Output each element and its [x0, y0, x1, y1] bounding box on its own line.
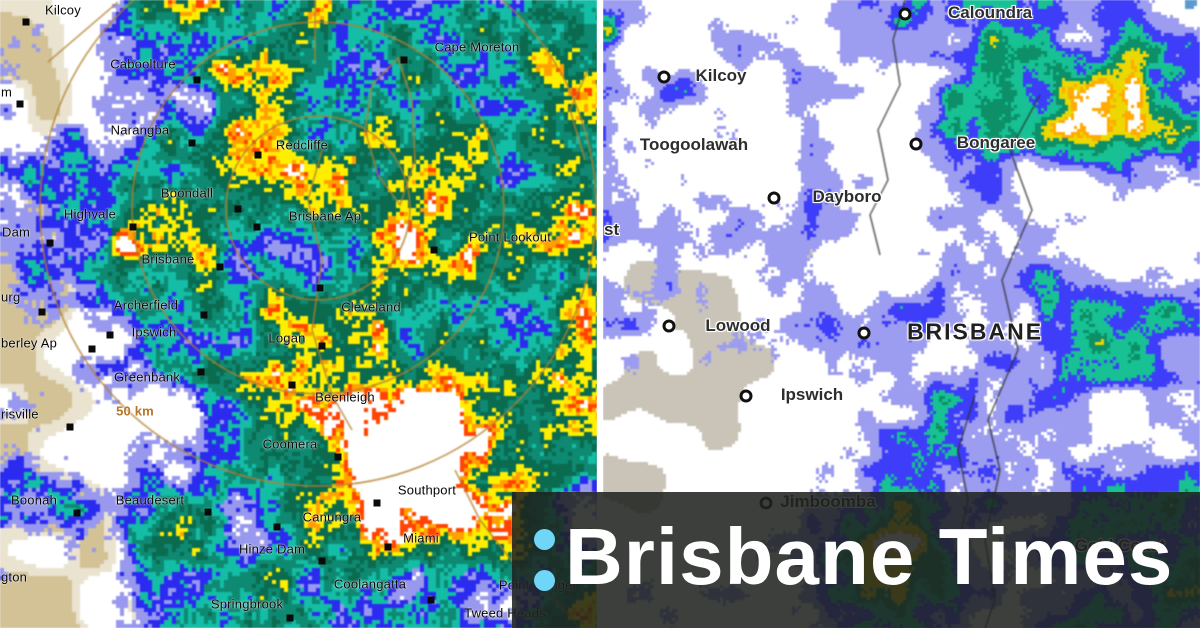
brisbane-times-colon-icon [534, 529, 556, 591]
brisbane-times-logo: Brisbane Times [565, 512, 1174, 601]
brisbane-times-banner: Brisbane Times [512, 492, 1200, 628]
map-divider [597, 0, 603, 628]
radar-canvas-left [0, 0, 597, 628]
radar-map-left [0, 0, 597, 628]
colon-dot-top [534, 529, 555, 550]
colon-dot-bottom [534, 570, 555, 591]
